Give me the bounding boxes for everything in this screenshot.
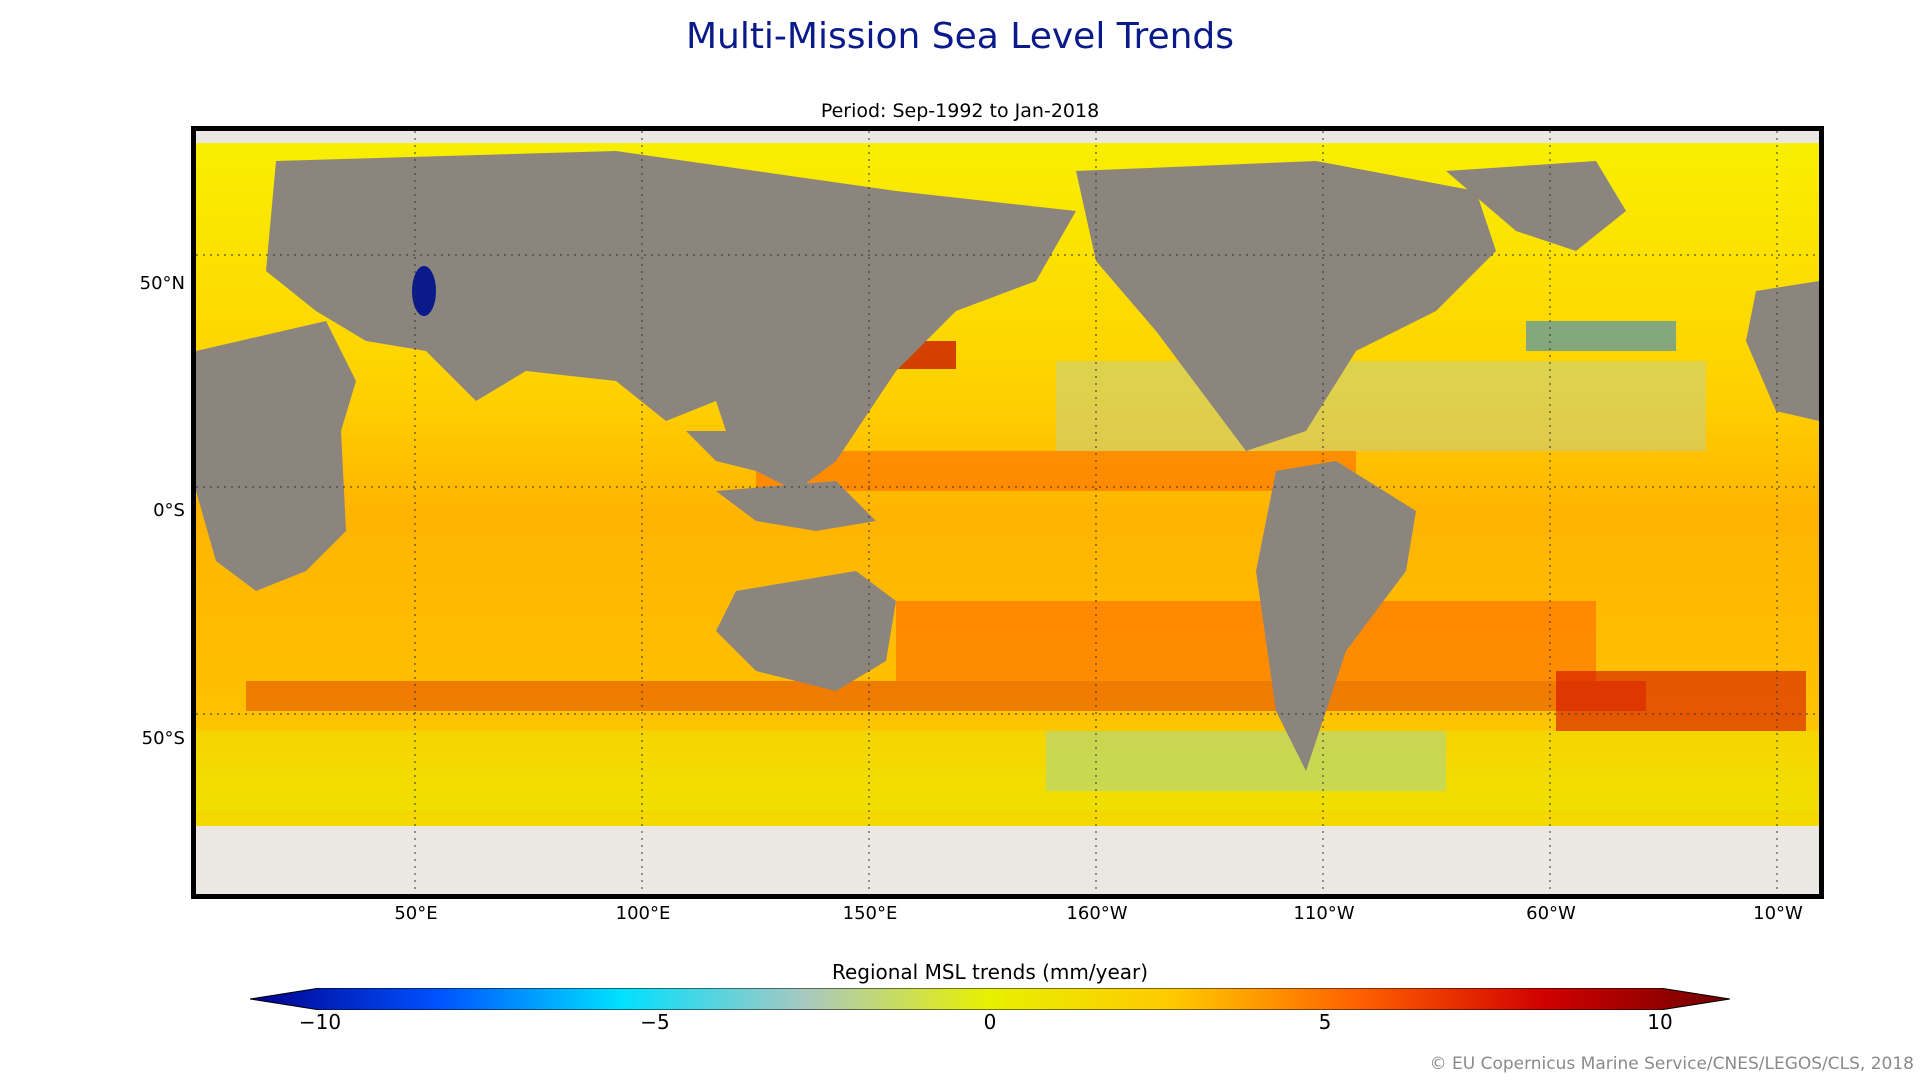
colorbar-label: Regional MSL trends (mm/year) — [831, 960, 1149, 984]
trend-bands — [196, 321, 1819, 811]
indonesia-land — [716, 481, 876, 531]
colorbar-tick-10: 10 — [1647, 1010, 1673, 1034]
greenland-land — [1446, 161, 1626, 251]
arctic-edge — [196, 131, 1819, 143]
eurasia-land — [266, 151, 1076, 491]
lon-tick-150e: 150°E — [842, 903, 898, 924]
europe-africa-west-land — [1746, 281, 1819, 421]
lon-tick-160w: 160°W — [1066, 903, 1128, 924]
colorbar-tick-minus10: −10 — [298, 1010, 342, 1034]
lon-tick-10w: 10°W — [1753, 903, 1803, 924]
map-title: Multi-Mission Sea Level Trends — [685, 16, 1235, 57]
south-america-land — [1256, 461, 1416, 771]
indochina-land — [686, 431, 756, 471]
lat-tick-0: 0°S — [153, 500, 185, 521]
australia-land — [716, 571, 896, 691]
sea-level-map — [191, 126, 1824, 899]
lat-tick-50s: 50°S — [141, 728, 185, 749]
africa-land — [196, 321, 356, 591]
copyright-credit: © EU Copernicus Marine Service/CNES/LEGO… — [1429, 1054, 1914, 1074]
lon-tick-100e: 100°E — [615, 903, 671, 924]
lon-tick-50e: 50°E — [394, 903, 438, 924]
lon-tick-110w: 110°W — [1293, 903, 1355, 924]
lon-tick-60w: 60°W — [1526, 903, 1576, 924]
lat-tick-50n: 50°N — [139, 273, 185, 294]
north-america-land — [1076, 161, 1496, 451]
caspian-sea — [412, 266, 436, 316]
colorbar — [249, 987, 1731, 1011]
map-subtitle: Period: Sep-1992 to Jan-2018 — [820, 100, 1100, 122]
map-canvas — [196, 131, 1819, 894]
colorbar-tick-minus5: −5 — [640, 1010, 670, 1034]
continents — [196, 151, 1819, 771]
graticule — [196, 131, 1819, 894]
colorbar-bar — [249, 987, 1731, 1011]
antarctica-ice — [196, 826, 1819, 894]
colorbar-tick-5: 5 — [1318, 1010, 1332, 1034]
colorbar-tick-0: 0 — [983, 1010, 997, 1034]
